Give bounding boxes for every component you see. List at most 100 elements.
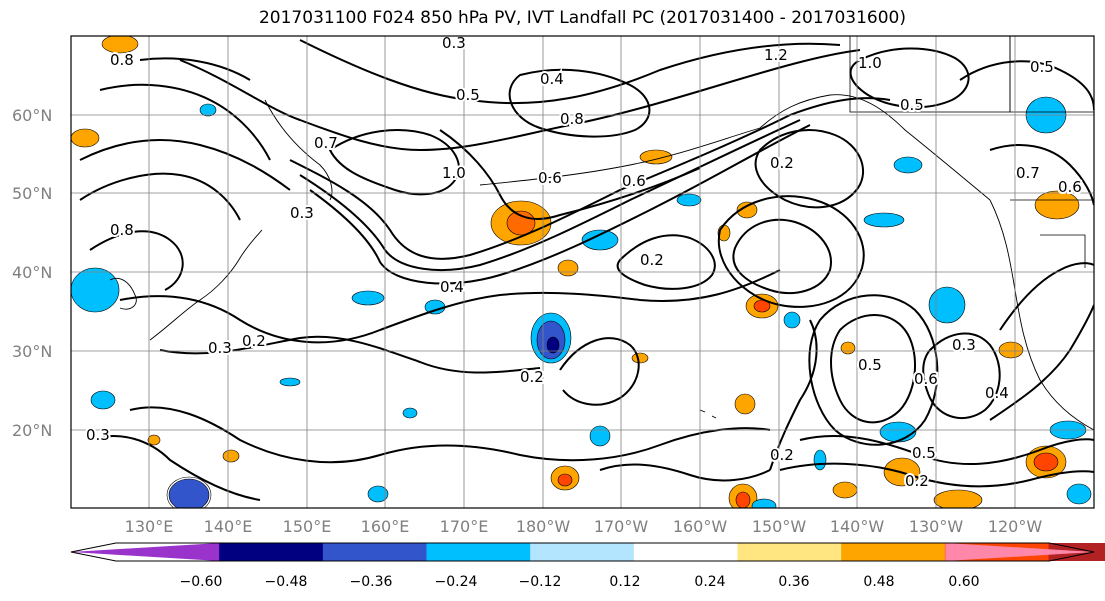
contour-line xyxy=(808,294,939,446)
lat-label: 30°N xyxy=(12,342,52,361)
negative-anomaly xyxy=(166,476,212,508)
lon-label: 130°W xyxy=(909,517,964,536)
contour-line xyxy=(717,195,865,308)
negative-anomaly xyxy=(928,286,966,324)
lon-label: 160°E xyxy=(361,517,410,536)
contour-line xyxy=(159,335,541,374)
positive-anomaly xyxy=(840,341,856,355)
negative-anomaly xyxy=(879,421,917,443)
colorbar-swatch xyxy=(737,543,843,561)
negative-anomaly xyxy=(783,311,801,329)
contour-label: 0.5 xyxy=(858,356,882,374)
contour-line xyxy=(299,39,841,105)
plot-frame xyxy=(70,35,1095,509)
contour-label: 0.7 xyxy=(1016,164,1040,182)
japan-coast xyxy=(149,229,263,341)
colorbar xyxy=(70,542,1105,562)
contour-label: 0.3 xyxy=(86,426,110,444)
contour-label: 0.2 xyxy=(770,446,794,464)
contour-label: 0.2 xyxy=(520,368,544,386)
negative-anomaly xyxy=(367,485,389,503)
contour-label: 1.0 xyxy=(442,164,466,182)
colorbar-tick-label: −0.12 xyxy=(519,574,562,590)
positive-anomaly xyxy=(101,36,139,54)
negative-anomaly xyxy=(676,193,702,207)
colorbar-swatch xyxy=(71,543,220,561)
contour-labels: 0.3 0.4 0.5 0.6 0.7 0.8 1.0 1.2 0.2 0.3 … xyxy=(84,34,1084,492)
contour-label: 0.2 xyxy=(770,154,794,172)
positive-anomaly xyxy=(736,201,758,219)
na-west-coast xyxy=(989,199,1094,431)
lon-label: 140°E xyxy=(204,517,253,536)
colorbar-tick-label: 0.24 xyxy=(694,574,725,590)
colorbar-tick-label: −0.24 xyxy=(435,574,478,590)
contour-label: 0.3 xyxy=(208,339,232,357)
alaska-coast xyxy=(759,94,991,201)
negative-anomaly xyxy=(199,103,217,117)
graticule xyxy=(71,36,1094,508)
contour-line xyxy=(922,332,1001,419)
kamchatka-coast xyxy=(264,99,333,201)
lon-label: 170°W xyxy=(594,517,649,536)
positive-anomaly xyxy=(832,481,858,499)
positive-anomaly xyxy=(557,473,573,487)
negative-anomaly xyxy=(1066,483,1092,505)
negative-anomaly xyxy=(751,498,777,508)
colorbar-ticks: −0.60 −0.48 −0.36 −0.24 −0.12 0.12 0.24 … xyxy=(180,574,980,590)
contour-line xyxy=(769,319,818,471)
contour-line xyxy=(99,83,271,161)
contour-label: 0.3 xyxy=(290,204,314,222)
contour-label: 0.2 xyxy=(242,332,266,350)
contour-label: 0.5 xyxy=(900,96,924,114)
lon-label: 170°E xyxy=(440,517,489,536)
negative-anomaly xyxy=(90,390,116,410)
positive-anomaly xyxy=(998,341,1024,359)
pv-contours xyxy=(79,39,1094,501)
aleutian-chain xyxy=(479,127,761,186)
contour-line xyxy=(599,463,771,482)
colorbar-tick-label: −0.48 xyxy=(265,574,308,590)
contour-line xyxy=(328,129,460,196)
positive-anomaly xyxy=(639,149,673,165)
contour-line xyxy=(119,269,781,344)
negative-anomaly xyxy=(351,290,385,306)
contour-label: 0.5 xyxy=(1030,58,1054,76)
positive-anomaly xyxy=(631,352,649,364)
contour-label: 0.3 xyxy=(442,34,466,52)
contour-label: 0.5 xyxy=(456,86,480,104)
boundaries xyxy=(849,36,1094,268)
colorbar-swatch xyxy=(426,543,532,561)
contour-label: 0.6 xyxy=(1058,178,1082,196)
contour-line xyxy=(129,406,771,464)
lon-axis: 130°E 140°E 150°E 160°E 170°E 180°W 170°… xyxy=(125,517,1043,536)
colorbar-swatch xyxy=(841,543,946,561)
lon-label: 180°W xyxy=(516,517,571,536)
colorbar-swatch xyxy=(945,543,1094,561)
contour-line xyxy=(849,47,970,109)
contour-label: 0.6 xyxy=(538,169,562,187)
contour-line xyxy=(959,60,1094,111)
colorbar-tick-label: 0.36 xyxy=(778,574,809,590)
contour-line xyxy=(989,304,1094,421)
contour-label: 0.3 xyxy=(952,336,976,354)
contour-line xyxy=(79,139,291,191)
negative-anomaly xyxy=(863,212,905,228)
negative-anomaly xyxy=(893,156,923,174)
negative-anomaly xyxy=(589,425,611,447)
positive-anomaly xyxy=(1033,452,1059,472)
contour-line xyxy=(616,234,716,290)
contour-label: 0.8 xyxy=(110,51,134,69)
contour-label: 1.2 xyxy=(764,46,788,64)
positive-anomaly xyxy=(557,259,579,277)
negative-anomaly xyxy=(168,478,210,508)
contour-line xyxy=(754,129,864,209)
colorbar-tick-label: 0.48 xyxy=(863,574,894,590)
coastlines xyxy=(109,94,1094,431)
contour-label: 1.0 xyxy=(858,54,882,72)
contour-line xyxy=(799,435,1094,466)
hawaii xyxy=(699,409,717,419)
contour-line xyxy=(559,337,640,406)
lat-label: 40°N xyxy=(12,263,52,282)
contour-line xyxy=(732,218,832,295)
